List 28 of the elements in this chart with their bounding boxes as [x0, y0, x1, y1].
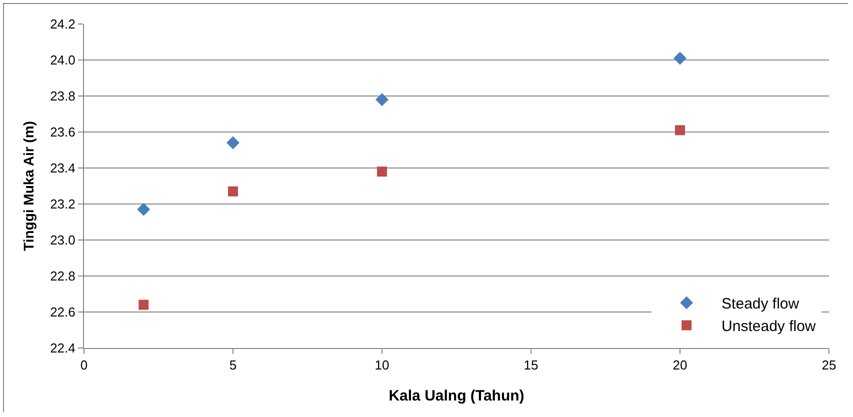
y-tick-label: 23.6	[50, 124, 76, 140]
y-tick-label: 23.8	[50, 88, 76, 104]
x-axis-title: Kala Ualng (Tahun)	[388, 388, 524, 405]
x-tick-label: 15	[524, 358, 538, 373]
point	[138, 300, 149, 310]
point	[377, 166, 387, 177]
point	[376, 93, 388, 106]
point	[226, 136, 240, 150]
y-tick-label: 23.2	[50, 196, 76, 212]
point	[674, 52, 686, 65]
y-tick-label: 23.0	[50, 232, 76, 248]
y-tick-label: 22.6	[50, 304, 76, 320]
y-tick-label: 24.2	[50, 16, 76, 32]
legend-label: Unsteady flow	[722, 318, 816, 336]
x-tick-label: 20	[672, 358, 688, 373]
y-tick-label: 22.8	[50, 268, 76, 284]
point	[228, 186, 238, 196]
point	[137, 202, 150, 216]
y-tick-label: 23.4	[50, 160, 76, 176]
legend-label: Steady flow	[722, 296, 800, 313]
y-axis-title: Tinggi Muka Air (m)	[20, 121, 37, 251]
x-tick-label: 5	[229, 358, 237, 373]
y-tick-label: 22.4	[50, 340, 76, 356]
point	[675, 125, 685, 136]
x-tick-label: 25	[822, 358, 836, 373]
y-tick-label: 24.0	[50, 52, 76, 68]
x-tick-label: 0	[80, 358, 88, 373]
x-tick-label: 10	[374, 358, 390, 373]
